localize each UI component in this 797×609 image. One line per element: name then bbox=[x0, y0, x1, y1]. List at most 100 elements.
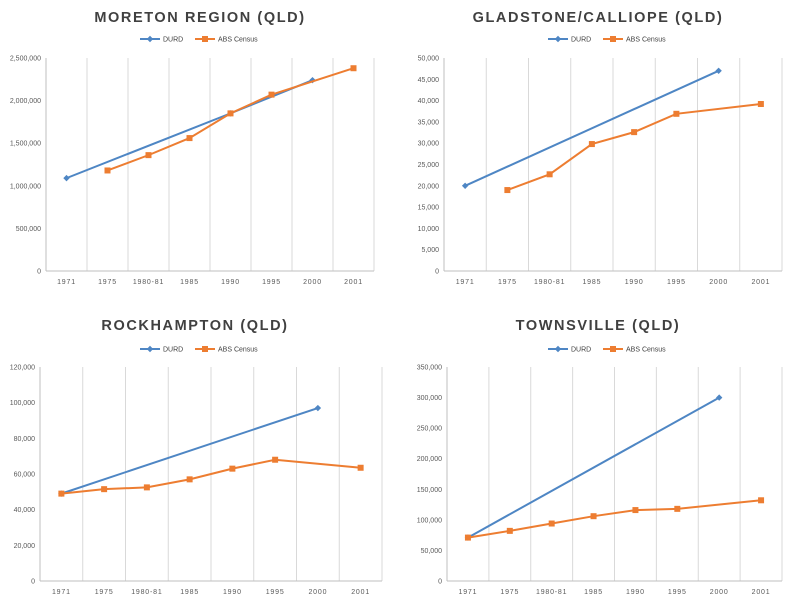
abs-census-point bbox=[548, 520, 555, 527]
y-tick-label: 100,000 bbox=[417, 517, 442, 524]
x-tick-label: 2001 bbox=[752, 589, 771, 596]
legend-label: DURD bbox=[571, 347, 591, 354]
chart-panel-townsville: TOWNSVILLE (QLD) 0 50,000 100,000 150,000 20… bbox=[398, 310, 796, 609]
x-tick-label: 1985 bbox=[180, 279, 199, 286]
abs-census-point bbox=[631, 129, 638, 136]
x-tick-label: 1995 bbox=[262, 279, 281, 286]
x-tick-label: 1971 bbox=[52, 589, 71, 596]
x-tick-label: 2000 bbox=[710, 589, 729, 596]
x-tick-label: 1995 bbox=[668, 589, 687, 596]
x-tick-label: 1971 bbox=[459, 589, 478, 596]
series-line-abs-census bbox=[507, 103, 761, 191]
y-tick-label: 0 bbox=[31, 579, 35, 586]
abs-census-point bbox=[186, 476, 193, 483]
y-tick-label: 0 bbox=[438, 579, 442, 586]
series-line-durd bbox=[467, 396, 720, 539]
chart-svg: MORETON REGION (QLD) 0 500,000 1,000,000 1,… bbox=[10, 10, 375, 286]
y-tick-label: 45,000 bbox=[418, 77, 440, 84]
series-line-durd bbox=[66, 79, 313, 180]
y-tick-label: 350,000 bbox=[417, 365, 442, 372]
x-tick-label: 2000 bbox=[303, 279, 322, 286]
y-tick-label: 200,000 bbox=[417, 456, 442, 463]
y-tick-label: 40,000 bbox=[14, 507, 36, 514]
legend-marker bbox=[202, 346, 208, 352]
abs-census-point bbox=[588, 141, 595, 148]
durd-point bbox=[314, 404, 322, 412]
legend-label: DURD bbox=[163, 347, 183, 354]
y-tick-label: 10,000 bbox=[418, 226, 440, 233]
legend-label: DURD bbox=[163, 37, 183, 44]
abs-census-point bbox=[186, 135, 193, 142]
abs-census-point bbox=[104, 167, 111, 174]
abs-census-point bbox=[143, 484, 150, 491]
abs-census-point bbox=[464, 534, 471, 541]
x-tick-label: 1975 bbox=[498, 279, 517, 286]
y-tick-label: 15,000 bbox=[418, 205, 440, 212]
legend-label: DURD bbox=[571, 37, 591, 44]
x-tick-label: 1990 bbox=[223, 589, 242, 596]
y-tick-label: 20,000 bbox=[418, 183, 440, 190]
legend-marker bbox=[146, 345, 154, 353]
abs-census-point bbox=[227, 110, 234, 117]
abs-census-point bbox=[674, 505, 681, 512]
y-tick-label: 1,000,000 bbox=[10, 183, 41, 190]
x-tick-label: 1980-81 bbox=[534, 279, 565, 286]
y-tick-label: 1,500,000 bbox=[10, 141, 41, 148]
abs-census-point bbox=[757, 101, 764, 108]
durd-point bbox=[715, 394, 723, 401]
abs-census-point bbox=[101, 486, 108, 493]
y-tick-label: 40,000 bbox=[418, 98, 440, 105]
y-tick-label: 25,000 bbox=[418, 162, 440, 169]
chart-panel-rockhampton: ROCKHAMPTON (QLD) 0 20,000 40,000 60,000 80,… bbox=[0, 310, 398, 609]
abs-census-point bbox=[268, 91, 275, 98]
series-line-durd bbox=[464, 69, 720, 187]
legend-label: ABS Census bbox=[218, 37, 258, 44]
x-tick-label: 1995 bbox=[266, 589, 285, 596]
chart-title: TOWNSVILLE (QLD) bbox=[516, 318, 681, 334]
y-tick-label: 20,000 bbox=[14, 543, 36, 550]
chart-title: MORETON REGION (QLD) bbox=[94, 10, 305, 26]
legend-marker bbox=[146, 35, 154, 43]
abs-census-point bbox=[357, 464, 364, 471]
x-tick-label: 1980-81 bbox=[133, 279, 164, 286]
x-tick-label: 1980-81 bbox=[131, 589, 162, 596]
x-tick-label: 2001 bbox=[344, 279, 363, 286]
x-tick-label: 2000 bbox=[308, 589, 327, 596]
x-tick-label: 1985 bbox=[180, 589, 199, 596]
legend-label: ABS Census bbox=[626, 37, 666, 44]
x-tick-label: 1990 bbox=[625, 279, 644, 286]
x-tick-label: 1975 bbox=[98, 279, 117, 286]
y-tick-label: 50,000 bbox=[421, 548, 443, 555]
y-tick-label: 0 bbox=[37, 269, 41, 276]
y-tick-label: 35,000 bbox=[418, 119, 440, 126]
legend-marker bbox=[610, 346, 616, 352]
y-tick-label: 300,000 bbox=[417, 395, 442, 402]
x-tick-label: 1995 bbox=[667, 279, 686, 286]
abs-census-point bbox=[350, 65, 357, 72]
y-tick-label: 5,000 bbox=[421, 247, 439, 254]
x-tick-label: 1985 bbox=[582, 279, 601, 286]
legend-label: ABS Census bbox=[218, 347, 258, 354]
x-tick-label: 1975 bbox=[95, 589, 114, 596]
chart-svg: GLADSTONE/CALLIOPE (QLD) 0 5,000 10,000 15,… bbox=[418, 10, 783, 286]
x-tick-label: 2001 bbox=[751, 279, 770, 286]
y-tick-label: 150,000 bbox=[417, 487, 442, 494]
series-line-abs-census bbox=[107, 67, 354, 172]
abs-census-point bbox=[145, 152, 152, 159]
chart-title: ROCKHAMPTON (QLD) bbox=[101, 318, 288, 334]
y-tick-label: 100,000 bbox=[10, 400, 35, 407]
abs-census-point bbox=[272, 456, 279, 463]
abs-census-point bbox=[673, 110, 680, 117]
x-tick-label: 1971 bbox=[456, 279, 475, 286]
x-tick-label: 1985 bbox=[584, 589, 603, 596]
y-tick-label: 0 bbox=[435, 269, 439, 276]
x-tick-label: 1980-81 bbox=[536, 589, 567, 596]
durd-point bbox=[461, 182, 469, 189]
chart-title: GLADSTONE/CALLIOPE (QLD) bbox=[473, 10, 724, 26]
abs-census-point bbox=[506, 527, 513, 534]
abs-census-point bbox=[590, 513, 597, 520]
legend-marker bbox=[610, 36, 616, 42]
abs-census-point bbox=[758, 497, 765, 504]
y-tick-label: 500,000 bbox=[16, 226, 41, 233]
x-tick-label: 1975 bbox=[500, 589, 519, 596]
